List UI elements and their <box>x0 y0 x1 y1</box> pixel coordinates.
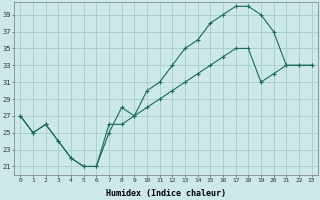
X-axis label: Humidex (Indice chaleur): Humidex (Indice chaleur) <box>106 189 226 198</box>
